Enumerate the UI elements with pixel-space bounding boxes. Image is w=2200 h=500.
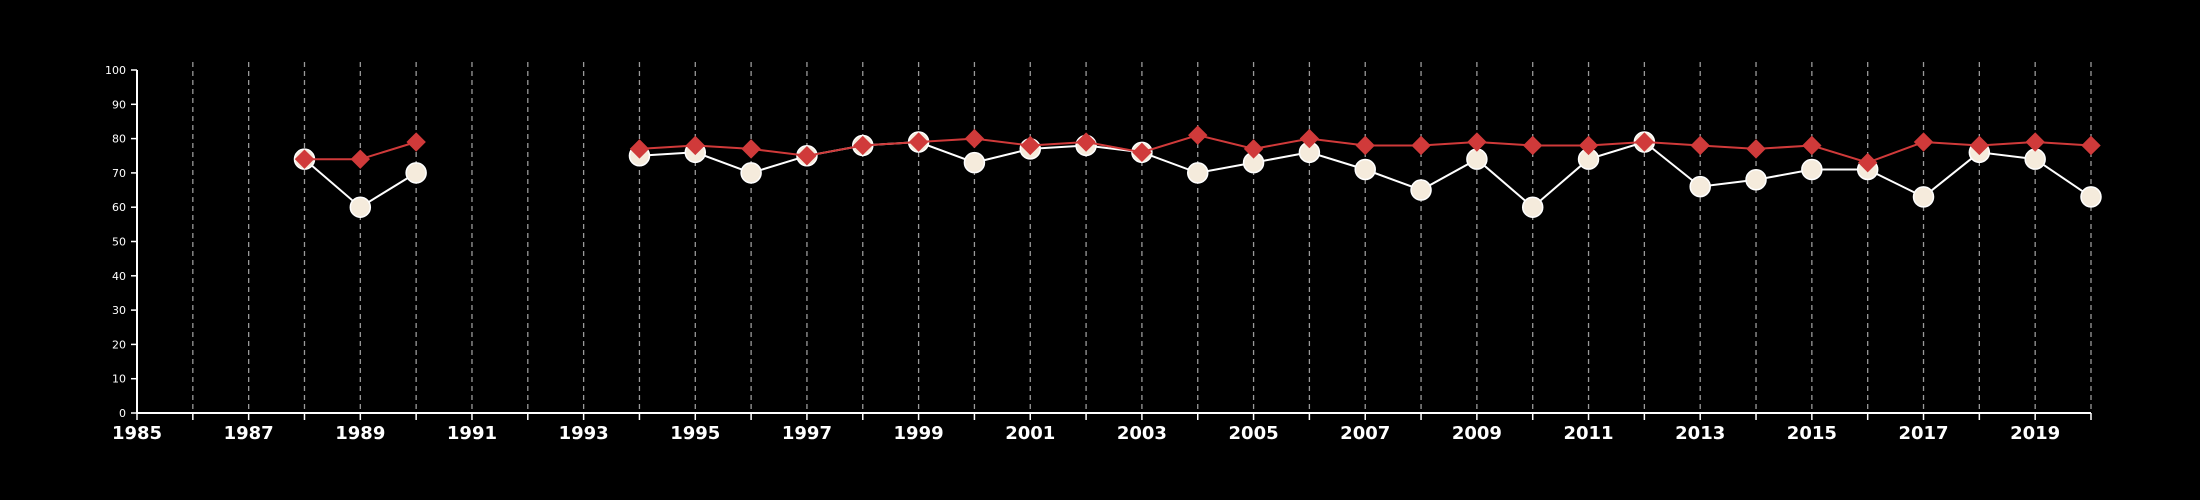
series-diamond	[294, 125, 2101, 173]
point-diamond-2016	[1857, 152, 1878, 173]
y-tick-label-0: 0	[119, 407, 126, 420]
point-diamond-2017	[1913, 132, 1934, 152]
point-diamond-2019	[2025, 132, 2045, 152]
point-diamond-2012	[1634, 132, 1655, 152]
x-tick-label-2017: 2017	[1898, 423, 1948, 444]
point-diamond-2013	[1690, 135, 1710, 156]
point-diamond-2014	[1746, 139, 1766, 159]
y-tick-label-90: 90	[112, 98, 126, 111]
x-tick-label-2015: 2015	[1787, 423, 1837, 444]
y-tick-label-10: 10	[112, 373, 126, 386]
x-tick-label-1987: 1987	[224, 423, 274, 444]
point-circle-2020	[2080, 186, 2102, 208]
point-diamond-2020	[2081, 135, 2101, 156]
point-circle-2010	[1521, 196, 1544, 218]
y-tick-label-30: 30	[112, 304, 126, 317]
point-circle-2019	[2024, 148, 2046, 170]
y-tick-label-80: 80	[112, 133, 126, 146]
x-tick-label-2001: 2001	[1005, 423, 1055, 444]
point-diamond-2015	[1802, 135, 1822, 156]
x-tick-label-2009: 2009	[1452, 423, 1502, 444]
y-tick-label-60: 60	[112, 201, 126, 214]
point-circle-1990	[405, 162, 427, 184]
x-tick-label-1997: 1997	[782, 423, 832, 444]
point-diamond-2000	[964, 128, 985, 149]
point-diamond-2007	[1355, 135, 1375, 156]
point-diamond-2003	[1132, 142, 1152, 163]
point-circle-2007	[1354, 158, 1376, 181]
point-diamond-1989	[350, 149, 371, 169]
point-circle-2017	[1912, 186, 1935, 208]
x-tick-label-2013: 2013	[1675, 423, 1725, 444]
y-tick-label-100: 100	[105, 64, 126, 77]
x-tick-label-2011: 2011	[1563, 423, 1613, 444]
point-circle-1989	[349, 196, 372, 218]
y-tick-label-40: 40	[112, 270, 126, 283]
point-circle-2013	[1689, 175, 1711, 198]
point-diamond-2009	[1467, 132, 1487, 152]
point-diamond-2005	[1243, 139, 1264, 159]
point-circle-2015	[1801, 158, 1823, 181]
x-tick-label-2003: 2003	[1117, 423, 1167, 444]
y-tick-label-20: 20	[112, 338, 126, 351]
x-tick-label-2005: 2005	[1229, 423, 1279, 444]
point-diamond-2011	[1578, 135, 1599, 156]
axes	[136, 70, 2091, 414]
point-diamond-1988	[294, 149, 315, 169]
point-diamond-1994	[629, 139, 650, 159]
point-diamond-2006	[1299, 128, 1320, 149]
point-circle-1996	[740, 162, 762, 184]
x-tick-label-1991: 1991	[447, 423, 497, 444]
point-diamond-1998	[853, 135, 873, 156]
point-circle-2014	[1745, 169, 1767, 191]
y-tick-label-50: 50	[112, 236, 126, 249]
x-tick-label-1999: 1999	[894, 423, 944, 444]
point-diamond-1990	[406, 132, 426, 152]
y-tick-label-70: 70	[112, 167, 126, 180]
vertical-grid	[192, 62, 2092, 413]
point-diamond-1999	[908, 132, 929, 152]
x-tick-label-1993: 1993	[559, 423, 609, 444]
point-diamond-2018	[1969, 135, 1990, 156]
point-diamond-1995	[685, 135, 705, 156]
x-tick-label-1989: 1989	[335, 423, 385, 444]
x-axis-ticks: 1985 1987 1989 1991 1993 1995 1997 1999 2001 2003…	[112, 413, 2092, 444]
point-diamond-2004	[1188, 125, 1208, 145]
x-tick-label-2007: 2007	[1340, 423, 1390, 444]
x-tick-label-1985: 1985	[112, 423, 162, 444]
point-circle-2009	[1466, 148, 1488, 170]
point-circle-2000	[963, 151, 986, 174]
point-diamond-2002	[1076, 132, 1096, 152]
point-diamond-2001	[1020, 135, 1040, 156]
point-diamond-1997	[797, 146, 817, 166]
point-circle-2004	[1186, 162, 1209, 184]
point-diamond-2010	[1523, 135, 1543, 156]
x-tick-label-2019: 2019	[2010, 423, 2060, 444]
series-layer	[293, 125, 2102, 218]
point-diamond-2008	[1411, 135, 1431, 156]
x-tick-label-1995: 1995	[670, 423, 720, 444]
point-diamond-1996	[741, 139, 761, 159]
y-axis-ticks: 0 10 20 30 40 50 60 70 80 90 100	[105, 64, 137, 420]
point-circle-2008	[1410, 179, 1432, 201]
